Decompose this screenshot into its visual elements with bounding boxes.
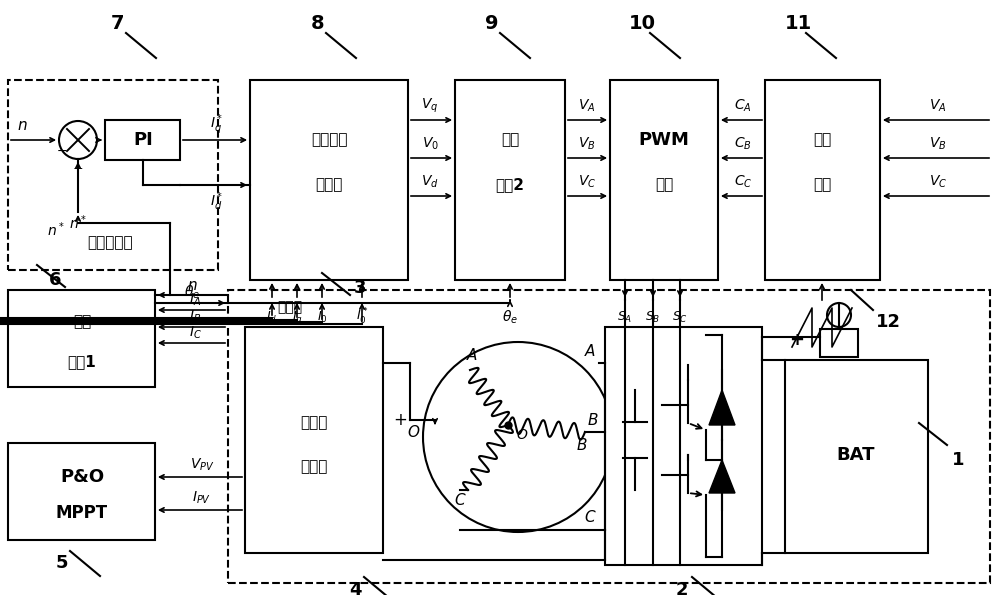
Text: $S_A$: $S_A$ [617,309,633,324]
Text: $\theta_e$: $\theta_e$ [502,308,518,325]
Bar [245,327,383,553]
Text: $V_A$: $V_A$ [578,98,596,114]
Text: 9: 9 [485,14,499,33]
Text: $V_A$: $V_A$ [929,98,947,114]
Circle shape [59,121,97,159]
Bar [785,303,860,353]
Text: 控制: 控制 [813,177,831,193]
Text: $S_B$: $S_B$ [645,309,661,324]
Text: 1: 1 [952,451,964,469]
Text: +: + [790,331,804,349]
Text: 生成: 生成 [655,177,673,193]
Text: $I_d$: $I_d$ [266,309,278,324]
Text: 3: 3 [354,279,366,297]
Bar [765,80,880,280]
Text: $V_q$: $V_q$ [421,97,439,115]
Text: $V_0$: $V_0$ [422,136,438,152]
Text: $I_d^*$: $I_d^*$ [210,191,224,213]
Text: 11: 11 [784,14,812,33]
Text: $I_0^*$: $I_0^*$ [356,307,368,327]
Text: $C$: $C$ [454,492,466,508]
Bar [8,290,155,387]
Text: $-$: $-$ [56,143,68,156]
Bar [8,443,155,540]
Text: 载波: 载波 [813,133,831,148]
Bar [820,329,858,357]
Text: 控制器: 控制器 [315,177,343,193]
Text: $A$: $A$ [466,347,478,363]
Text: 转速控制器: 转速控制器 [87,236,133,250]
Bar [8,80,218,270]
Text: $\theta_e$: $\theta_e$ [184,283,200,300]
Polygon shape [709,390,735,425]
Text: 5: 5 [56,554,68,572]
Bar [250,80,408,280]
Text: $C_C$: $C_C$ [734,174,752,190]
Text: MPPT: MPPT [56,504,108,522]
Text: 主电路: 主电路 [277,300,303,314]
Text: 变换2: 变换2 [495,177,524,193]
Text: 电池板: 电池板 [300,459,328,474]
Bar [105,120,180,160]
Text: $V_d$: $V_d$ [421,174,439,190]
Text: BAT: BAT [837,446,875,464]
Text: P&O: P&O [60,468,104,486]
Text: 模型预测: 模型预测 [311,133,347,148]
Text: $O$: $O$ [407,424,421,440]
Text: $I_C$: $I_C$ [189,325,201,341]
Bar [785,360,928,553]
Text: $I_q^*$: $I_q^*$ [210,112,224,137]
Text: $+$: $+$ [393,411,407,429]
Text: 变换1: 变换1 [68,355,96,369]
Text: $n^*$: $n^*$ [69,214,87,232]
Text: $I_0$: $I_0$ [317,309,327,324]
Text: 坐标: 坐标 [501,133,519,148]
Bar [605,327,762,565]
Text: 6: 6 [49,271,61,289]
Text: 坐标: 坐标 [73,315,91,330]
Text: $V_C$: $V_C$ [578,174,596,190]
Text: $V_B$: $V_B$ [578,136,596,152]
Text: $A$: $A$ [584,343,596,359]
Text: 8: 8 [311,14,325,33]
Text: PI: PI [133,131,153,149]
Text: $+$: $+$ [72,161,84,174]
Text: $B$: $B$ [576,437,588,453]
Text: 太阳能: 太阳能 [300,415,328,431]
Text: $n$: $n$ [17,117,27,133]
Text: $V_{PV}$: $V_{PV}$ [190,457,214,473]
Text: 4: 4 [349,581,361,595]
Text: $I_{PV}$: $I_{PV}$ [192,490,212,506]
Text: $V_C$: $V_C$ [929,174,947,190]
Bar [610,80,718,280]
Text: 12: 12 [876,313,901,331]
Text: $C$: $C$ [584,509,596,525]
Text: $S_C$: $S_C$ [672,309,688,324]
Text: $C_B$: $C_B$ [734,136,752,152]
Bar [455,80,565,280]
Text: $I_q$: $I_q$ [292,308,302,325]
Text: $n$: $n$ [187,277,197,293]
Text: PWM: PWM [639,131,689,149]
Text: 10: 10 [629,14,656,33]
Text: $I_B$: $I_B$ [189,309,201,325]
Polygon shape [709,460,735,493]
Bar [228,290,990,583]
Text: $C_A$: $C_A$ [734,98,752,114]
Text: 7: 7 [111,14,125,33]
Circle shape [423,342,613,532]
Text: $B$: $B$ [587,412,599,428]
Text: $I_A$: $I_A$ [189,292,201,308]
Text: $O$: $O$ [516,428,528,442]
Text: $V_B$: $V_B$ [929,136,947,152]
Text: 2: 2 [676,581,688,595]
Text: $n^*$: $n^*$ [47,221,65,239]
